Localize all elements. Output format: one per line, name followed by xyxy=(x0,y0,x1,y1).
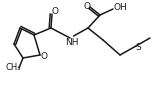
Text: O: O xyxy=(41,51,47,60)
Text: NH: NH xyxy=(65,38,79,47)
Text: S: S xyxy=(135,42,141,51)
Text: OH: OH xyxy=(113,3,127,12)
Text: CH₃: CH₃ xyxy=(5,64,21,73)
Text: O: O xyxy=(51,6,59,15)
Text: O: O xyxy=(83,2,91,11)
